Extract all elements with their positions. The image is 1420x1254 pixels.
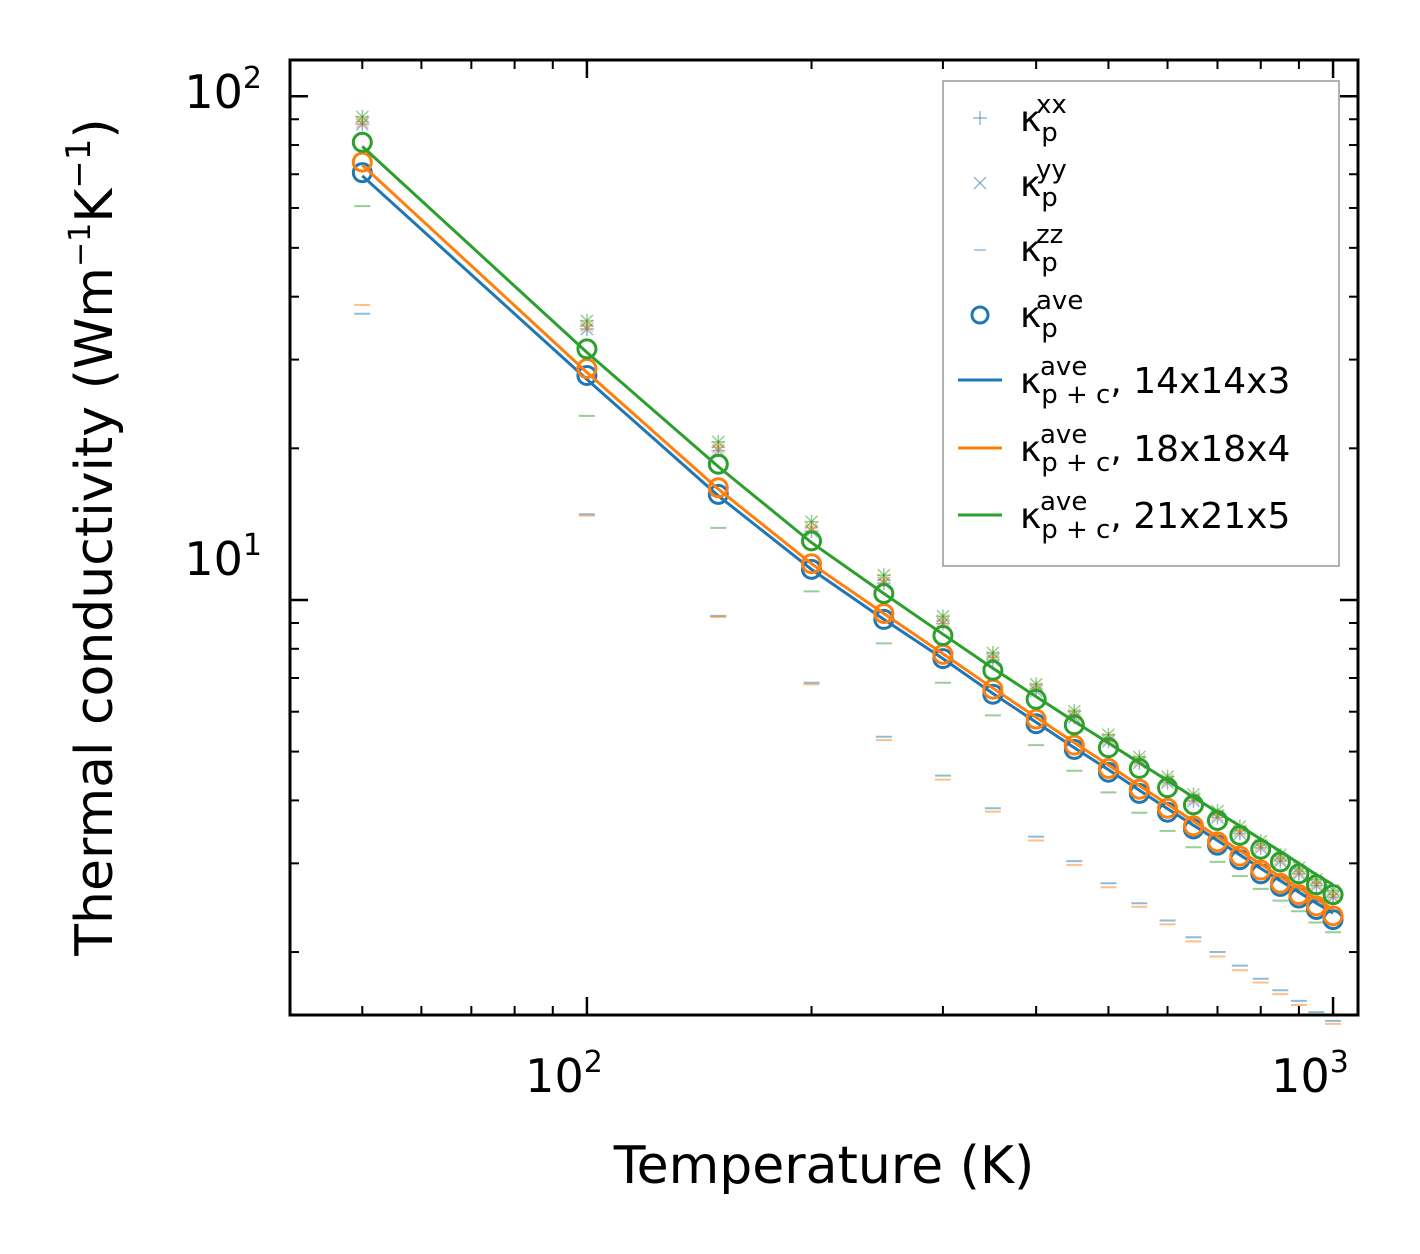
kappa-ave-marker <box>873 602 895 624</box>
major-ticks <box>290 60 1358 1015</box>
kappa-yy-marker <box>877 568 891 582</box>
kappa-ave-marker <box>1229 845 1251 867</box>
kappa-ave-marker <box>1182 815 1204 837</box>
kappa-ave-marker <box>1097 757 1119 779</box>
kappa-ave-marker <box>1322 884 1344 906</box>
kappa-ave-marker <box>1097 737 1119 759</box>
legend-entry-18x18x4: κp + c, 18x18x4ave <box>958 420 1290 478</box>
legend-label-kappa-ave: κpave <box>1020 286 1083 344</box>
kappa-ave-marker <box>1250 859 1272 881</box>
legend-entry-kappa-ave: κpave <box>970 286 1083 344</box>
kappa-ave-marker <box>1128 778 1150 800</box>
kappa-ave-marker <box>707 453 729 475</box>
kappa-ave-marker <box>1305 895 1327 917</box>
x-tick-label-1000: 103 <box>1271 1045 1349 1103</box>
kappa-yy-marker-b <box>1067 704 1081 718</box>
y-tick-label-10: 101 <box>184 528 262 586</box>
kappa-yy-marker <box>1292 861 1306 875</box>
legend-entry-21x21x5: κp + c, 21x21x5ave <box>958 487 1290 545</box>
kappa-yy-marker-b <box>711 435 725 449</box>
legend-marker-x <box>973 176 987 190</box>
kappa-yy-marker-b <box>1273 848 1287 862</box>
kappa-ave-marker <box>801 553 823 575</box>
kappa-yy-marker <box>580 314 594 328</box>
kappa-yy-marker <box>936 609 950 623</box>
legend-entry-14x14x3: κp + c, 14x14x3ave <box>958 352 1290 410</box>
kappa-yy-marker <box>1273 848 1287 862</box>
kappa-ave-marker <box>873 582 895 604</box>
kappa-ave-marker <box>576 338 598 360</box>
kappa-ave-marker <box>1250 838 1272 860</box>
legend-label-21x21x5: κp + c, 21x21x5ave <box>1020 487 1290 545</box>
plot-frame <box>288 58 1360 1017</box>
kappa-ave-marker <box>982 659 1004 681</box>
kappa-yy-marker <box>986 646 1000 660</box>
kappa-ave-marker <box>351 151 373 173</box>
kappa-ave-marker <box>1288 884 1310 906</box>
kappa-ave-marker <box>1157 797 1179 819</box>
kappa-ave-marker <box>1229 824 1251 846</box>
kappa-ave-marker <box>1322 905 1344 927</box>
legend-label-kappa-zz: κpzz <box>1020 220 1063 278</box>
kappa-yy-marker <box>711 435 725 449</box>
y-tick-label-100: 102 <box>184 61 262 119</box>
kappa-ave-marker <box>351 131 373 153</box>
kappa-ave-marker <box>1305 874 1327 896</box>
kappa-yy-marker <box>355 110 369 124</box>
legend-entry-kappa-yy: κpyy <box>973 155 1067 213</box>
kappa-yy-marker-b <box>355 110 369 124</box>
kappa-yy-marker-b <box>877 568 891 582</box>
kappa-ave-marker <box>1025 688 1047 710</box>
kappa-ave-marker <box>1063 734 1085 756</box>
kappa-yy-marker <box>805 515 819 529</box>
legend: κpxx κpyy κpzz κpave κp <box>942 80 1340 567</box>
y-axis-title: Thermal conductivity (Wm−1K−1) <box>59 118 125 956</box>
kappa-yy-marker-b <box>580 314 594 328</box>
kappa-ave-marker <box>1206 831 1228 853</box>
kappa-yy-marker-b <box>805 515 819 529</box>
kappa-ave-marker <box>1182 794 1204 816</box>
legend-label-kappa-xx: κpxx <box>1020 90 1067 148</box>
legend-entry-kappa-zz: κpzz <box>974 220 1063 278</box>
series-21x21x5 <box>351 109 1344 934</box>
kappa-yy-marker-b <box>936 609 950 623</box>
kappa-ave-marker <box>1206 809 1228 831</box>
legend-label-18x18x4: κp + c, 18x18x4ave <box>1020 420 1290 478</box>
kappa-ave-marker <box>576 358 598 380</box>
kappa-ave-marker <box>1063 714 1085 736</box>
kappa-ave-marker <box>1269 872 1291 894</box>
kappa-ave-marker <box>576 364 598 386</box>
legend-marker-plus <box>973 111 987 125</box>
legend-label-14x14x3: κp + c, 14x14x3ave <box>1020 352 1290 410</box>
legend-entry-kappa-xx: κpxx <box>973 90 1067 148</box>
kappa-yy-marker-b <box>986 646 1000 660</box>
kappa-ave-marker <box>1288 863 1310 885</box>
kappa-ave-marker <box>801 530 823 552</box>
kappa-yy-marker <box>1067 704 1081 718</box>
x-axis-title: Temperature (K) <box>613 1136 1035 1196</box>
legend-marker-circle <box>970 305 990 325</box>
kappa-ave-marker <box>932 625 954 647</box>
plot-area <box>351 109 1344 1025</box>
kappa-yy-marker-b <box>1292 861 1306 875</box>
kappa-ave-marker <box>1025 708 1047 730</box>
kappa-ave-marker <box>1157 777 1179 799</box>
kappa-ave-marker <box>707 477 729 499</box>
x-tick-label-100: 102 <box>525 1045 603 1103</box>
kappa-ave-marker <box>1269 851 1291 873</box>
kappa-ave-marker <box>1128 757 1150 779</box>
kappa-yy-marker <box>1029 677 1043 691</box>
legend-label-kappa-yy: κpyy <box>1020 155 1067 213</box>
legend-box <box>942 80 1340 567</box>
kappa-pc-line <box>361 145 1334 887</box>
kappa-yy-marker-b <box>1029 677 1043 691</box>
